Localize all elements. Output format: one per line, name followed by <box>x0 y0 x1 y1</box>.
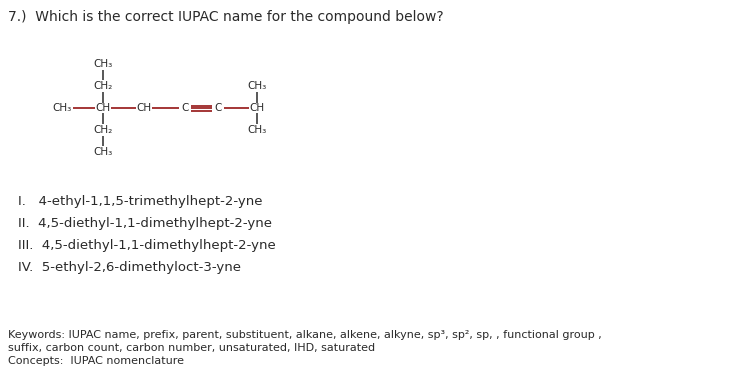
Text: C: C <box>214 103 222 113</box>
Text: IV.  5-ethyl-2,6-dimethyloct-3-yne: IV. 5-ethyl-2,6-dimethyloct-3-yne <box>18 261 241 274</box>
Text: 7.)  Which is the correct IUPAC name for the compound below?: 7.) Which is the correct IUPAC name for … <box>8 10 444 24</box>
Text: CH₃: CH₃ <box>248 125 267 135</box>
Text: CH: CH <box>95 103 110 113</box>
Text: Concepts:  IUPAC nomenclature: Concepts: IUPAC nomenclature <box>8 356 184 366</box>
Text: CH₂: CH₂ <box>93 81 112 91</box>
Text: C: C <box>182 103 189 113</box>
Text: Keywords: IUPAC name, prefix, parent, substituent, alkane, alkene, alkyne, sp³, : Keywords: IUPAC name, prefix, parent, su… <box>8 330 602 340</box>
Text: I.   4-ethyl-1,1,5-trimethylhept-2-yne: I. 4-ethyl-1,1,5-trimethylhept-2-yne <box>18 195 262 208</box>
Text: II.  4,5-diethyl-1,1-dimethylhept-2-yne: II. 4,5-diethyl-1,1-dimethylhept-2-yne <box>18 217 272 230</box>
Text: III.  4,5-diethyl-1,1-dimethylhept-2-yne: III. 4,5-diethyl-1,1-dimethylhept-2-yne <box>18 239 276 252</box>
Text: CH₃: CH₃ <box>53 103 72 113</box>
Text: CH₃: CH₃ <box>248 81 267 91</box>
Text: CH₂: CH₂ <box>93 125 112 135</box>
Text: CH: CH <box>136 103 152 113</box>
Text: CH₃: CH₃ <box>93 147 112 157</box>
Text: CH: CH <box>250 103 265 113</box>
Text: CH₃: CH₃ <box>93 59 112 69</box>
Text: suffix, carbon count, carbon number, unsaturated, IHD, saturated: suffix, carbon count, carbon number, uns… <box>8 343 375 353</box>
